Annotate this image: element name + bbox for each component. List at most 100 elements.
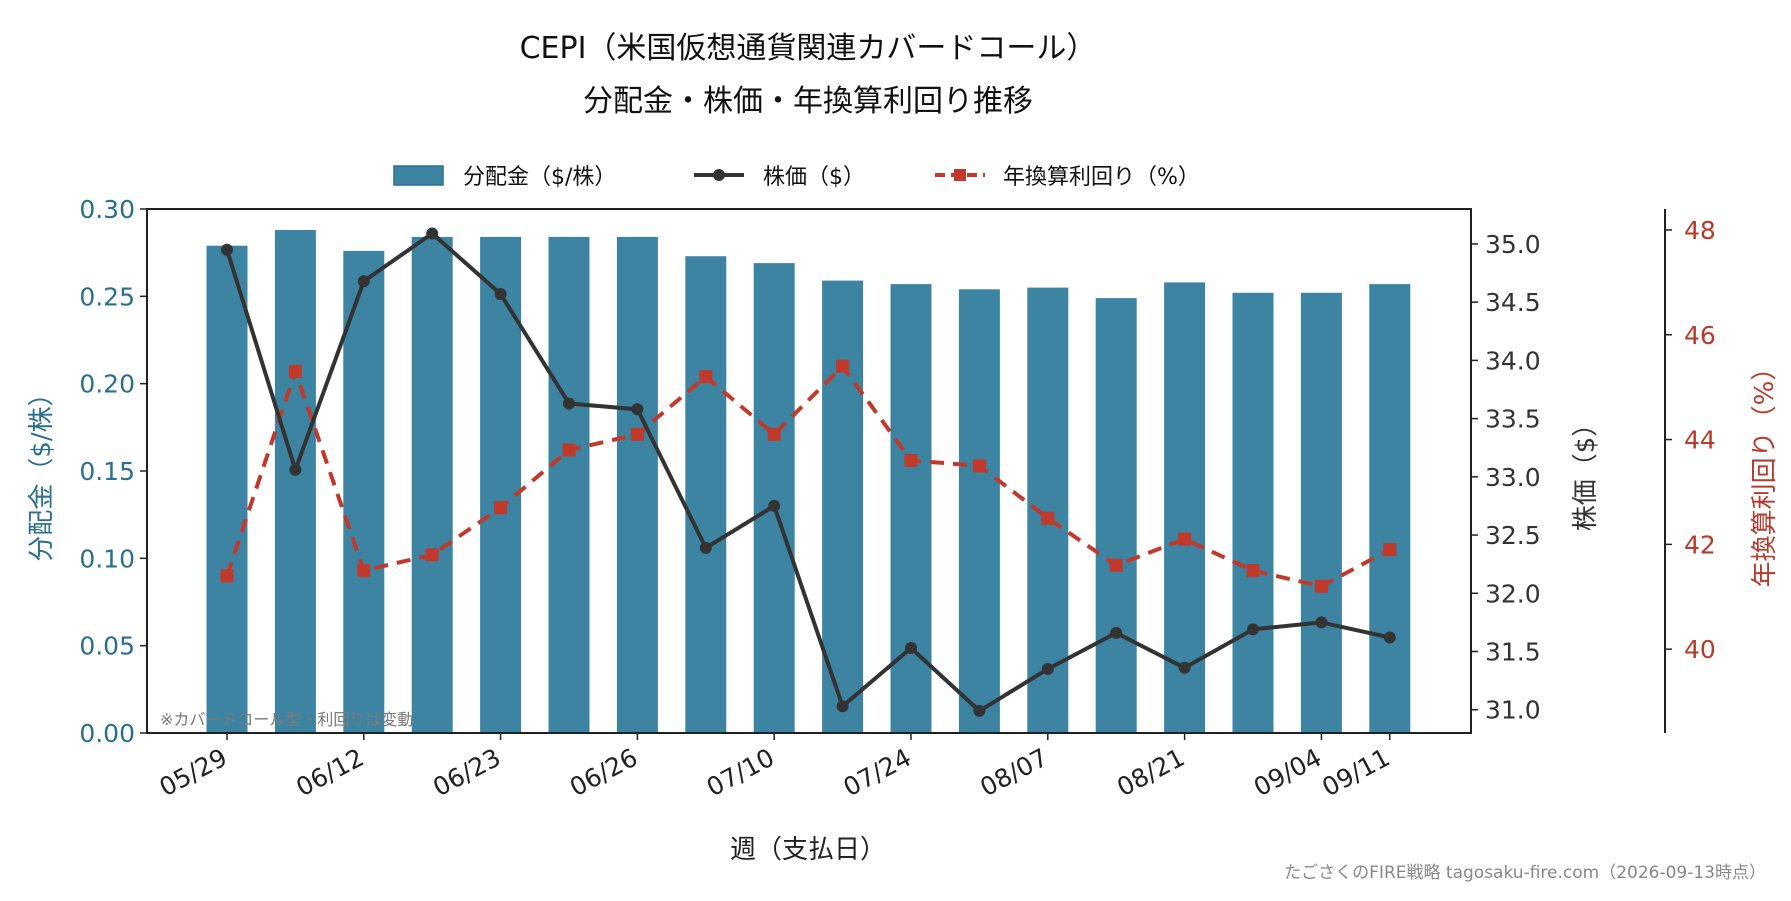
x-axis-tick-label: 05/29 bbox=[155, 743, 232, 802]
yield-point bbox=[494, 501, 508, 515]
price-point bbox=[973, 704, 986, 717]
price-point bbox=[768, 499, 781, 512]
price-point bbox=[1178, 661, 1191, 674]
dividend-bar bbox=[958, 289, 1000, 733]
y-axis-label-far-right: 年換算利回り（%） bbox=[1750, 355, 1780, 588]
far-axis-tick-label: 42 bbox=[1684, 530, 1716, 559]
left-axis-tick-label: 0.15 bbox=[79, 457, 135, 486]
price-point bbox=[836, 700, 849, 713]
right-axis-tick-label: 33.0 bbox=[1485, 463, 1541, 492]
dividend-bar bbox=[343, 250, 385, 733]
left-axis-tick-label: 0.10 bbox=[79, 544, 135, 573]
dividend-bar bbox=[1300, 292, 1342, 733]
x-axis-label: 週（支払日） bbox=[730, 835, 886, 865]
y-axis-label-right: 株価（$） bbox=[1571, 411, 1601, 532]
legend-swatch-dividend bbox=[393, 165, 444, 186]
price-point bbox=[631, 403, 644, 416]
yield-point bbox=[562, 443, 576, 457]
dividend-bar bbox=[1027, 287, 1069, 733]
left-axis-tick-label: 0.05 bbox=[79, 632, 135, 661]
dividend-bar bbox=[206, 245, 248, 733]
price-series-line bbox=[225, 231, 1391, 713]
legend-swatch-price-marker bbox=[713, 169, 725, 181]
x-axis-tick-label: 09/11 bbox=[1317, 743, 1394, 802]
price-point bbox=[1315, 616, 1328, 629]
chart-title-line1: CEPI（米国仮想通貨関連カバードコール） bbox=[520, 31, 1097, 66]
dividend-bar bbox=[616, 236, 658, 733]
price-point bbox=[494, 288, 507, 300]
dividend-bar bbox=[685, 256, 727, 733]
price-point bbox=[357, 275, 370, 288]
x-axis-tick-label: 08/21 bbox=[1112, 743, 1189, 802]
dividend-bar bbox=[1095, 298, 1137, 733]
right-axis-tick-label: 31.0 bbox=[1485, 696, 1541, 725]
price-point bbox=[905, 642, 917, 654]
dividend-bar bbox=[753, 263, 795, 733]
far-axis-tick-label: 44 bbox=[1684, 426, 1716, 455]
yield-point bbox=[425, 548, 439, 562]
x-axis-tick-label: 06/23 bbox=[428, 743, 505, 802]
left-axis-tick-label: 0.25 bbox=[79, 282, 135, 311]
yield-point bbox=[1178, 532, 1192, 546]
far-axis-tick-label: 48 bbox=[1684, 216, 1716, 245]
price-point bbox=[563, 397, 575, 410]
right-axis-tick-label: 34.5 bbox=[1485, 288, 1541, 317]
dividend-bar bbox=[822, 280, 864, 733]
yield-point bbox=[972, 459, 986, 473]
far-axis-tick-label: 46 bbox=[1684, 321, 1716, 350]
dividend-bar bbox=[890, 284, 932, 733]
left-axis-tick-label: 0.00 bbox=[79, 719, 135, 748]
yield-point bbox=[699, 370, 713, 384]
legend-label-yield: 年換算利回り（%） bbox=[1003, 165, 1200, 190]
chart-note: ※カバードコール型・利回りは変動 bbox=[160, 710, 413, 729]
yield-point bbox=[357, 564, 371, 578]
legend-label-dividend: 分配金（$/株） bbox=[463, 165, 616, 190]
yield-point bbox=[630, 427, 644, 441]
yield-point bbox=[904, 454, 918, 467]
yield-series-line bbox=[225, 363, 1391, 589]
price-point bbox=[1041, 663, 1054, 675]
dividend-bar bbox=[1369, 284, 1411, 733]
dividend-bar bbox=[274, 230, 316, 733]
x-axis-tick-label: 09/04 bbox=[1249, 743, 1326, 802]
dividend-bar bbox=[1232, 292, 1274, 733]
right-axis-tick-label: 31.5 bbox=[1485, 637, 1541, 666]
yield-point bbox=[1041, 511, 1055, 525]
right-axis-tick-label: 34.0 bbox=[1485, 346, 1541, 375]
right-axis-tick-label: 32.0 bbox=[1485, 579, 1541, 608]
y-axis-label-left: 分配金（$/株） bbox=[27, 380, 57, 561]
yield-point bbox=[220, 569, 234, 583]
yield-point bbox=[767, 427, 781, 441]
x-axis-tick-label: 06/12 bbox=[291, 743, 368, 802]
price-point bbox=[1110, 626, 1123, 639]
footer-credit: たごさくのFIRE戦略 tagosaku-fire.com（2026-09-13… bbox=[1284, 863, 1766, 883]
x-axis-tick-label: 07/24 bbox=[839, 743, 916, 802]
yield-point bbox=[288, 364, 302, 378]
x-axis-tick-label: 07/10 bbox=[702, 743, 779, 802]
legend-label-price: 株価（$） bbox=[763, 165, 865, 190]
yield-point bbox=[836, 359, 850, 373]
far-axis-tick-label: 40 bbox=[1684, 635, 1716, 664]
price-point bbox=[426, 227, 439, 240]
dividend-bar bbox=[480, 236, 522, 733]
dividend-bar bbox=[411, 236, 453, 733]
price-point bbox=[1247, 623, 1259, 636]
left-axis-tick-label: 0.30 bbox=[79, 195, 135, 224]
chart-title-line2: 分配金・株価・年換算利回り推移 bbox=[583, 84, 1033, 119]
right-axis-tick-label: 35.0 bbox=[1485, 230, 1541, 259]
legend-swatch-yield-marker bbox=[954, 169, 966, 181]
price-point bbox=[289, 463, 302, 476]
x-axis-tick-label: 06/26 bbox=[565, 743, 642, 802]
dividend-bar bbox=[548, 236, 590, 733]
legend: 分配金（$/株） 株価（$） 年換算利回り（%） bbox=[393, 165, 1200, 190]
yield-point bbox=[1109, 558, 1123, 572]
right-axis-tick-label: 33.5 bbox=[1485, 405, 1541, 434]
yield-point bbox=[1383, 543, 1397, 557]
price-point bbox=[1383, 631, 1396, 644]
price-point bbox=[699, 541, 712, 554]
right-axis-tick-label: 32.5 bbox=[1485, 521, 1541, 550]
yield-point bbox=[1246, 564, 1260, 578]
x-axis-tick-label: 08/07 bbox=[975, 743, 1052, 802]
price-point bbox=[221, 243, 233, 256]
